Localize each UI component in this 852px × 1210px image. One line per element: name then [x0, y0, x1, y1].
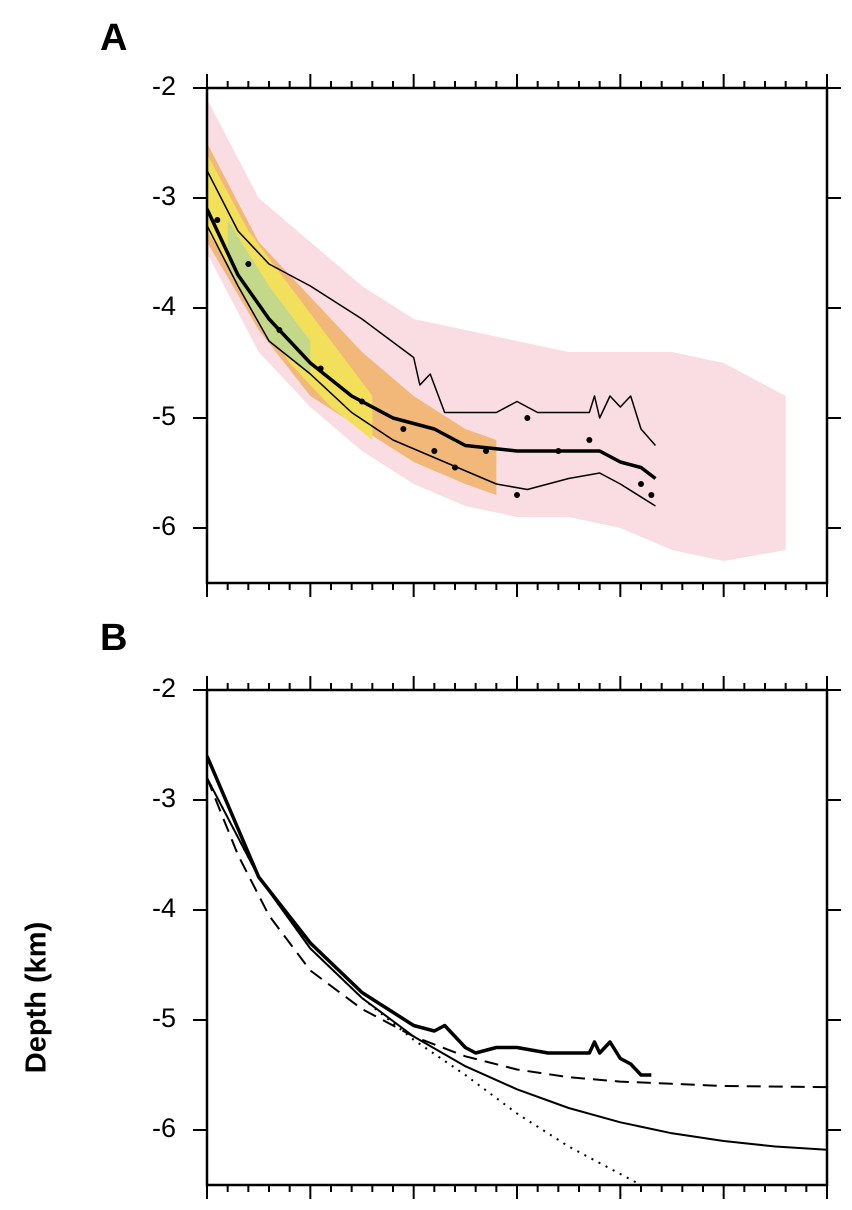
point	[431, 448, 438, 454]
y-tick-label: -2	[152, 673, 176, 703]
line	[207, 208, 657, 480]
density-band	[207, 99, 786, 561]
point	[214, 217, 221, 223]
point	[524, 415, 531, 421]
point	[317, 365, 324, 372]
y-tick-label: -6	[152, 1113, 176, 1143]
line	[207, 777, 642, 1185]
point	[586, 437, 593, 443]
line	[207, 777, 827, 1151]
point	[648, 492, 655, 498]
plot-frame	[205, 688, 829, 1187]
y-tick-label: -3	[152, 783, 176, 813]
y-tick-label: -4	[152, 291, 176, 321]
point	[452, 464, 458, 471]
panel-label: B	[100, 617, 127, 659]
density-band	[207, 143, 497, 495]
line	[207, 170, 657, 446]
y-tick-label: -3	[152, 181, 176, 211]
point	[638, 481, 644, 487]
line	[207, 755, 652, 1077]
point	[400, 426, 407, 432]
y-axis-label: Depth (km)	[21, 922, 53, 1073]
point	[276, 327, 283, 333]
y-tick-label: -2	[152, 71, 176, 101]
y-tick-label: -5	[152, 401, 176, 431]
line	[207, 225, 656, 507]
point	[245, 261, 252, 267]
point	[514, 492, 520, 498]
point	[555, 448, 562, 454]
panel-label: A	[100, 17, 127, 59]
y-tick-label: -4	[152, 893, 176, 923]
point	[483, 448, 489, 454]
density-band	[207, 154, 373, 440]
line	[207, 777, 827, 1089]
point	[359, 398, 365, 405]
density-band	[227, 220, 311, 374]
y-tick-label: -6	[152, 511, 176, 541]
y-tick-label: -5	[152, 1003, 176, 1033]
